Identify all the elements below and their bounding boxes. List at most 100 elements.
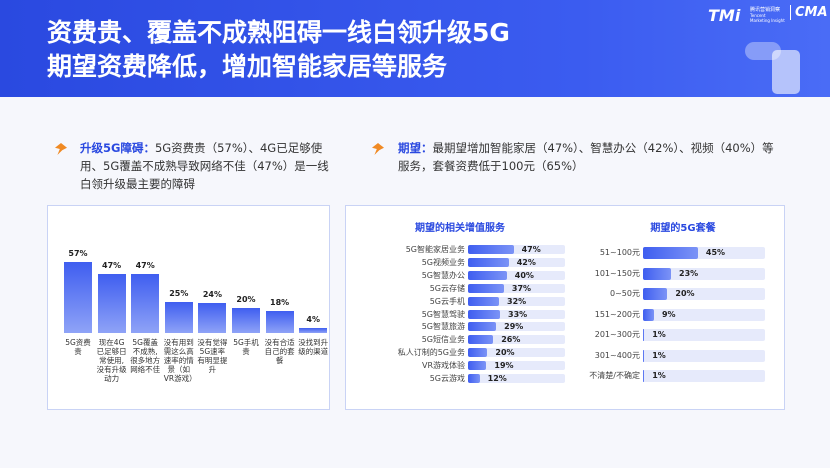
value-label: 42%: [516, 257, 536, 267]
value-label: 29%: [504, 322, 524, 332]
bar-track: [468, 322, 565, 332]
bar-track: [643, 370, 765, 382]
note-label: 升级5G障碍：: [80, 141, 155, 155]
bar: [643, 288, 668, 300]
value-label: 4%: [306, 315, 320, 325]
brand-sub: 腾讯营销洞察: [750, 7, 781, 13]
bar: [468, 245, 514, 254]
value-label: 19%: [494, 361, 514, 371]
value-label: 12%: [487, 374, 507, 383]
bar: [643, 349, 645, 362]
value-label: 20%: [236, 295, 256, 305]
category-label: 5G智能家居业务: [405, 245, 465, 254]
value-label: 32%: [507, 296, 527, 306]
category-label: 现在4G已足够日常使用,没有升级动力: [96, 338, 127, 383]
category-label: 5G手机贵: [233, 338, 259, 356]
bar-track: [643, 288, 765, 300]
bar: [131, 274, 160, 333]
left-note: 升级5G障碍：5G资费贵（57%）、4G已足够使用、5G覆盖不成熟导致网络不佳（…: [80, 139, 330, 193]
title-line: 期望资费降低，增加智能家居等服务: [47, 52, 448, 81]
category-label: 5G云游戏: [429, 374, 465, 383]
value-label: 47%: [135, 261, 155, 271]
category-label: 不清楚/不确定: [589, 371, 640, 380]
category-label: 没有合适自己的套餐: [264, 338, 295, 365]
category-label: 5G视频业务: [421, 257, 465, 267]
category-label: 5G云手机: [429, 296, 465, 306]
bar-track: [468, 348, 565, 358]
header: 资费贵、覆盖不成熟阻碍一线白领升级5G 期望资费降低，增加智能家居等服务 TMi…: [0, 0, 830, 97]
value-label: 45%: [705, 248, 726, 257]
category-label: 151~200元: [594, 309, 640, 319]
bar: [468, 348, 488, 358]
title-line: 资费贵、覆盖不成熟阻碍一线白领升级5G: [47, 18, 510, 47]
bar-track: [468, 309, 565, 319]
bar: [164, 301, 193, 333]
bar-track: [468, 245, 565, 254]
bar-track: [643, 308, 765, 321]
bar: [468, 270, 507, 280]
bar: [643, 308, 654, 321]
bar: [198, 303, 227, 333]
value-label: 1%: [652, 371, 666, 380]
bar-track: [468, 283, 565, 293]
bar: [97, 274, 126, 333]
value-label: 47%: [521, 245, 541, 254]
bar-track: [468, 361, 565, 371]
category-label: 201~300元: [594, 330, 640, 339]
bar: [468, 335, 494, 345]
value-label: 18%: [270, 297, 290, 307]
category-label: VR游戏体验: [421, 361, 465, 371]
value-label: 1%: [652, 350, 666, 360]
decoration: [772, 50, 800, 94]
bar: [643, 370, 645, 382]
bar: [468, 257, 509, 267]
category-label: 私人订制的5G业务: [397, 348, 465, 358]
partner: CMA: [790, 5, 828, 20]
value-label: 23%: [679, 268, 699, 278]
bar: [468, 296, 500, 306]
pin-icon: [372, 143, 384, 155]
category-label: 5G智慧旅游: [421, 322, 465, 332]
pin-icon: [55, 143, 67, 155]
value-label: 1%: [652, 330, 666, 339]
bar: [468, 322, 497, 332]
category-label: 没有觉得5G速率有明显提升: [197, 338, 228, 374]
bar: [468, 309, 500, 319]
value-label: 9%: [661, 309, 676, 319]
category-label: 5G覆盖不成熟,很多地方网络不佳: [130, 338, 161, 374]
category-label: 101~150元: [594, 268, 640, 278]
category-label: 5G短信业务: [421, 335, 465, 345]
bar-track: [468, 335, 565, 345]
value-label: 24%: [202, 290, 222, 300]
bar: [643, 329, 645, 341]
bar-track: [468, 296, 565, 306]
right-note: 期望：最期望增加智能家居（47%）、智慧办公（42%）、视频（40%）等服务，套…: [398, 139, 783, 175]
category-label: 51~100元: [599, 248, 640, 257]
value-label: 47%: [102, 261, 122, 271]
category-label: 0~50元: [610, 289, 640, 298]
value-label: 26%: [501, 335, 521, 345]
value-label: 25%: [169, 288, 189, 298]
category-label: 5G资费贵: [65, 338, 91, 356]
bar: [468, 361, 487, 371]
bar: [232, 308, 260, 333]
bar-track: [468, 270, 565, 280]
category-label: 5G云存储: [429, 283, 465, 293]
value-label: 20%: [495, 348, 515, 358]
bar: [643, 267, 672, 280]
bar: [468, 283, 504, 293]
note-label: 期望：: [398, 141, 433, 155]
bar-track: [643, 329, 765, 341]
value-label: 57%: [68, 249, 88, 258]
brand: TMi: [708, 6, 741, 25]
bar-track: [468, 257, 565, 267]
bar-track: [643, 267, 765, 280]
chart-title: 期望的相关增值服务: [415, 223, 505, 234]
bar: [299, 328, 328, 333]
brand-en: Tencent Marketing Insight: [750, 13, 785, 23]
value-label: 40%: [514, 270, 534, 280]
category-label: 没有用到需这么高速率的情景（如VR游戏）: [163, 338, 197, 383]
value-label: 37%: [511, 283, 532, 293]
note-text: 最期望增加智能家居（47%）、智慧办公（42%）、视频（40%）等服务，套餐资费…: [398, 141, 774, 173]
